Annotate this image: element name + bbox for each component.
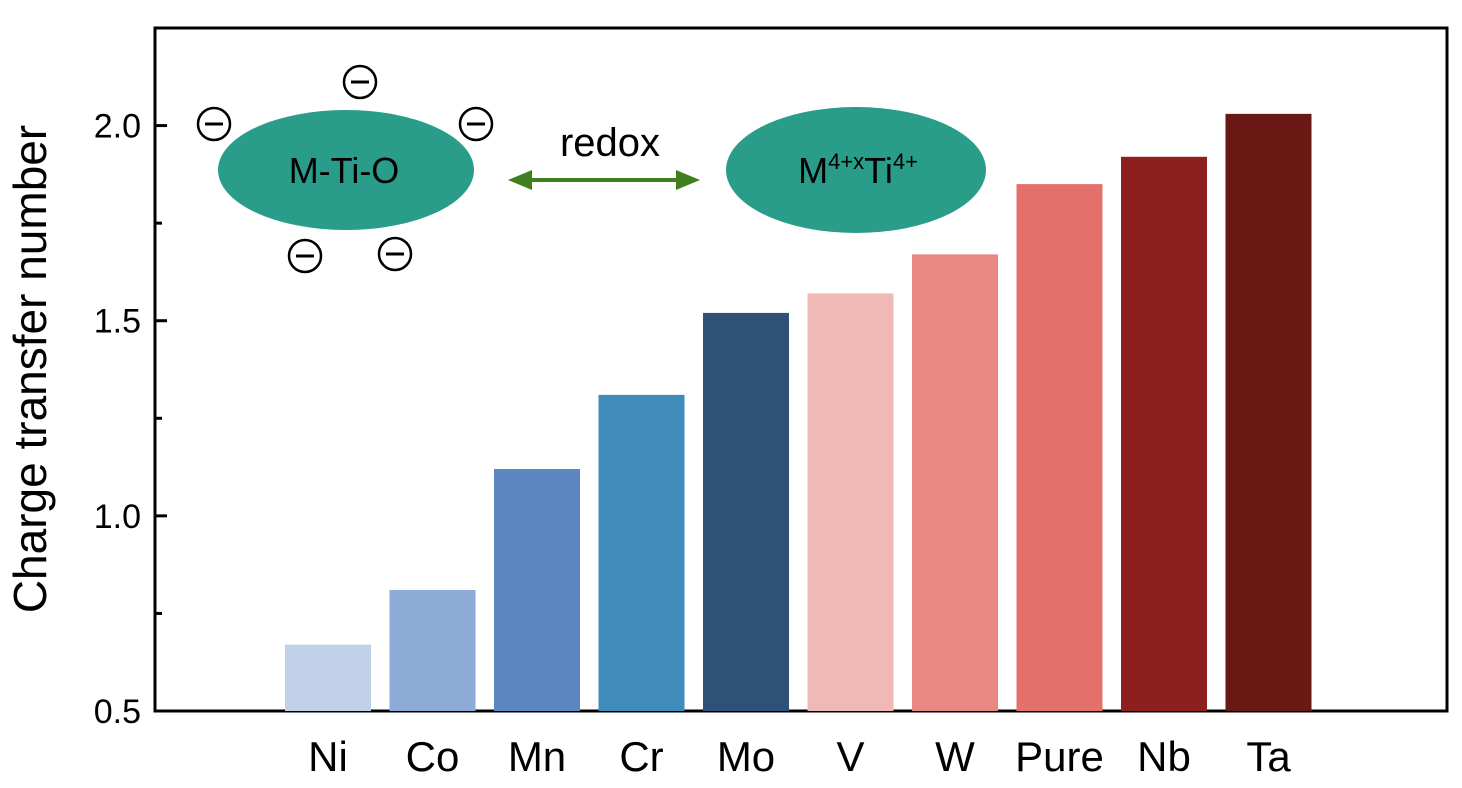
minus-charge-icon xyxy=(342,64,378,100)
y-tick-label: 1.5 xyxy=(94,303,141,341)
minus-charge-icon xyxy=(458,106,494,142)
bar-mn xyxy=(494,469,580,711)
m-ti-ion-label-base: M xyxy=(798,150,828,191)
m-ti-o-label: M-Ti-O xyxy=(289,150,400,191)
bars xyxy=(285,113,1312,712)
x-tick-label: Ni xyxy=(308,733,348,780)
x-tick-label: Pure xyxy=(1015,733,1104,780)
minus-charge-icon xyxy=(287,238,323,274)
m-ti-ion-label-sup1: 4+x xyxy=(828,149,864,174)
minus-charge-icon xyxy=(377,236,413,272)
y-tick-label: 0.5 xyxy=(94,693,141,731)
y-tick-label: 1.0 xyxy=(94,498,141,536)
bar-ni xyxy=(285,644,371,711)
y-axis-ticks: 0.5 1.0 1.5 2.0 xyxy=(94,108,167,731)
bar-w xyxy=(912,254,998,711)
m-ti-ion-label-sup2: 4+ xyxy=(893,149,918,174)
y-tick-label: 2.0 xyxy=(94,108,141,146)
m-ti-ion-label-mid: Ti xyxy=(864,150,893,191)
minus-charge-icon xyxy=(196,106,232,142)
redox-label: redox xyxy=(560,121,660,165)
negative-charges xyxy=(196,64,494,274)
m-ti-ion-label: M4+xTi4+ xyxy=(798,149,918,191)
x-tick-label: Mo xyxy=(717,733,775,780)
bar-pure xyxy=(1016,184,1103,712)
bar-cr xyxy=(598,394,685,711)
x-tick-label: Cr xyxy=(619,733,663,780)
plot-border xyxy=(153,26,1449,713)
x-tick-label: Ta xyxy=(1246,733,1291,780)
x-tick-label: W xyxy=(935,733,975,780)
m-ti-o-ellipse xyxy=(218,110,474,230)
double-arrow-icon xyxy=(508,170,700,190)
m-ti-ion-ellipse xyxy=(726,107,986,233)
axes-frame xyxy=(153,26,1449,713)
bar-mo xyxy=(703,312,789,711)
bar-co xyxy=(389,590,476,711)
bar-nb xyxy=(1121,156,1207,711)
x-tick-label: Co xyxy=(406,733,460,780)
bar-ta xyxy=(1225,113,1312,711)
x-tick-label: V xyxy=(836,733,864,780)
redox-annotation: M-Ti-O M4+xTi4+ redox xyxy=(196,64,986,274)
x-tick-label: Mn xyxy=(508,733,566,780)
x-axis-labels: Ni Co Mn Cr Mo V W Pure Nb Ta xyxy=(308,733,1291,780)
bar-v xyxy=(807,293,894,711)
y-axis-title: Charge transfer number xyxy=(4,125,56,613)
x-tick-label: Nb xyxy=(1137,733,1191,780)
